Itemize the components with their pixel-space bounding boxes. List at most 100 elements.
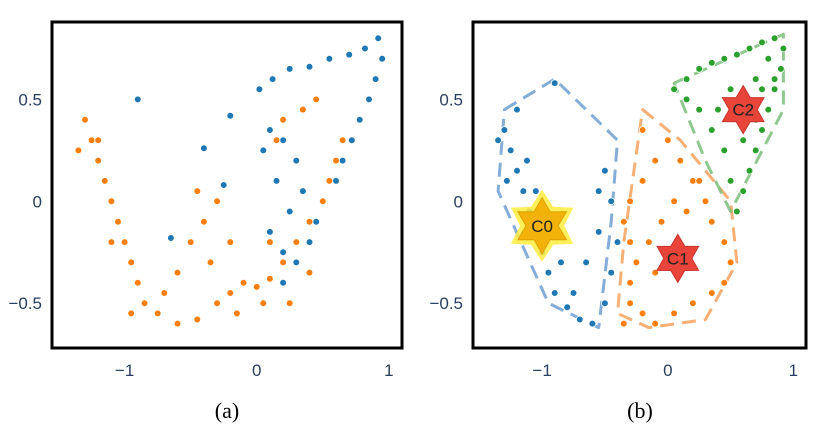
data-point-cluster-C1 (638, 177, 647, 185)
data-point-cluster-C1 (682, 207, 691, 216)
data-point-class-orange (134, 278, 142, 287)
panel-a-ticks: −1 0 1 0.5 0 −0.5 (8, 90, 393, 380)
data-point-cluster-C2 (758, 38, 766, 47)
data-point-class-blue (292, 258, 301, 267)
data-point-cluster-C2 (779, 44, 788, 53)
data-point-cluster-C2 (739, 136, 747, 145)
data-point-class-blue (312, 217, 321, 226)
data-point-cluster-C0 (550, 289, 559, 297)
data-point-class-orange (87, 136, 96, 145)
data-point-class-blue (371, 75, 380, 83)
data-point-class-orange (226, 238, 235, 246)
panel-b-caption: (b) (627, 398, 653, 423)
data-point-class-blue (305, 63, 314, 71)
data-point-cluster-C1 (720, 278, 729, 287)
y-tick-label: 0.5 (18, 90, 42, 109)
data-point-class-blue (259, 146, 268, 155)
data-point-class-blue (266, 228, 274, 236)
panel-b-frame (471, 20, 808, 350)
data-point-class-blue (325, 54, 334, 63)
data-point-cluster-C0 (531, 187, 540, 195)
data-point-cluster-C2 (695, 105, 703, 114)
data-point-class-blue (285, 65, 294, 73)
data-point-cluster-C1 (638, 309, 647, 318)
data-point-cluster-C1 (689, 299, 697, 308)
data-point-class-orange (94, 156, 102, 165)
data-point-class-blue (219, 181, 228, 189)
x-tick-label: 1 (384, 361, 393, 380)
data-point-cluster-C1 (707, 289, 716, 297)
data-point-class-orange (305, 268, 314, 277)
data-point-cluster-C0 (563, 303, 571, 312)
data-point-class-blue (305, 238, 314, 246)
data-point-class-blue (378, 54, 387, 63)
data-point-class-orange (266, 274, 274, 283)
data-point-cluster-C0 (500, 126, 509, 134)
data-point-class-orange (233, 309, 241, 318)
hull-c0 (496, 77, 619, 330)
data-point-cluster-C2 (777, 65, 785, 73)
centroid-label: C1 (667, 249, 689, 268)
data-point-class-orange (153, 309, 162, 318)
data-point-class-blue (332, 177, 340, 185)
data-point-cluster-C2 (739, 187, 747, 195)
data-point-cluster-C1 (651, 156, 659, 165)
panel-b-points (494, 34, 788, 328)
centroid-c0: C0 (510, 189, 574, 262)
data-point-cluster-C2 (682, 75, 691, 83)
data-point-class-blue (374, 34, 383, 43)
data-point-cluster-C2 (733, 50, 741, 59)
data-point-class-blue (268, 75, 277, 83)
data-point-cluster-C1 (626, 278, 634, 287)
data-point-cluster-C2 (770, 75, 779, 83)
data-point-cluster-C1 (619, 319, 628, 328)
data-point-cluster-C2 (745, 166, 754, 175)
data-point-class-orange (318, 197, 327, 206)
data-point-cluster-C0 (607, 197, 615, 206)
data-point-class-blue (134, 95, 142, 104)
data-point-cluster-C2 (720, 54, 729, 63)
y-tick-label: −0.5 (8, 294, 42, 313)
y-tick-label: −0.5 (429, 294, 463, 313)
centroid-star-icon (517, 196, 568, 255)
data-point-cluster-C0 (550, 79, 559, 87)
data-point-cluster-C1 (695, 177, 703, 185)
x-tick-label: 1 (789, 361, 798, 380)
data-point-class-orange (338, 136, 347, 145)
x-tick-label: 0 (252, 361, 261, 380)
data-point-class-orange (332, 156, 340, 165)
data-point-cluster-C1 (638, 126, 647, 134)
data-point-cluster-C1 (707, 217, 716, 226)
data-point-cluster-C0 (503, 177, 511, 185)
data-point-class-orange (107, 238, 116, 246)
data-point-cluster-C1 (651, 319, 659, 328)
data-point-cluster-C0 (519, 187, 528, 195)
data-point-cluster-C0 (544, 268, 553, 277)
data-point-class-blue (200, 144, 208, 153)
data-point-class-orange (107, 197, 116, 206)
data-point-class-blue (299, 187, 307, 195)
panel-b-centroids: C0 C1 C2 (510, 84, 765, 284)
data-point-cluster-C0 (575, 315, 584, 324)
data-point-cluster-C1 (676, 156, 685, 165)
data-point-cluster-C2 (707, 126, 716, 134)
data-point-cluster-C2 (726, 85, 735, 93)
data-point-cluster-C0 (601, 299, 609, 308)
data-point-cluster-C2 (745, 44, 754, 53)
data-point-class-orange (325, 177, 334, 185)
data-point-class-orange (94, 136, 102, 145)
data-point-cluster-C1 (689, 177, 697, 185)
data-point-cluster-C0 (588, 319, 597, 328)
data-point-class-orange (160, 289, 169, 297)
data-point-class-orange (285, 299, 294, 308)
data-point-cluster-C2 (770, 85, 779, 93)
data-point-class-blue (361, 44, 369, 53)
data-point-class-orange (193, 315, 202, 324)
y-tick-label: 0.5 (439, 90, 463, 109)
data-point-cluster-C0 (582, 258, 590, 267)
data-point-cluster-C1 (701, 197, 710, 206)
data-point-class-blue (347, 136, 356, 145)
data-point-cluster-C2 (682, 95, 691, 104)
data-point-class-orange (81, 116, 89, 124)
data-point-cluster-C1 (720, 238, 729, 246)
